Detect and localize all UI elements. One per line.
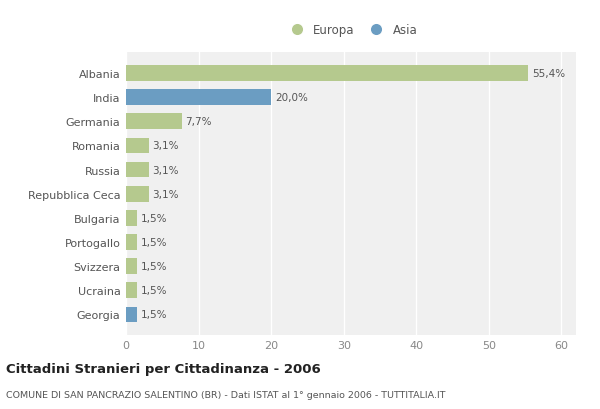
Bar (126, 259, 137, 274)
Text: Cittadini Stranieri per Cittadinanza - 2006: Cittadini Stranieri per Cittadinanza - 2… (6, 362, 321, 375)
Bar (126, 114, 182, 130)
Text: 1,5%: 1,5% (140, 285, 167, 296)
Text: 1,5%: 1,5% (140, 262, 167, 272)
Bar (126, 211, 137, 226)
Text: 3,1%: 3,1% (152, 165, 179, 175)
Text: 7,7%: 7,7% (185, 117, 212, 127)
Text: 1,5%: 1,5% (140, 238, 167, 247)
Bar (126, 283, 137, 299)
Bar (126, 90, 271, 106)
Text: 3,1%: 3,1% (152, 141, 179, 151)
Legend: Europa, Asia: Europa, Asia (280, 20, 422, 42)
Text: 3,1%: 3,1% (152, 189, 179, 199)
Bar (126, 307, 137, 323)
Text: 1,5%: 1,5% (140, 213, 167, 223)
Bar (126, 162, 149, 178)
Text: COMUNE DI SAN PANCRAZIO SALENTINO (BR) - Dati ISTAT al 1° gennaio 2006 - TUTTITA: COMUNE DI SAN PANCRAZIO SALENTINO (BR) -… (6, 390, 445, 399)
Text: 1,5%: 1,5% (140, 310, 167, 320)
Bar (126, 66, 528, 82)
Bar (126, 235, 137, 250)
Bar (126, 138, 149, 154)
Text: 20,0%: 20,0% (275, 93, 308, 103)
Text: 55,4%: 55,4% (532, 69, 565, 79)
Bar (126, 187, 149, 202)
